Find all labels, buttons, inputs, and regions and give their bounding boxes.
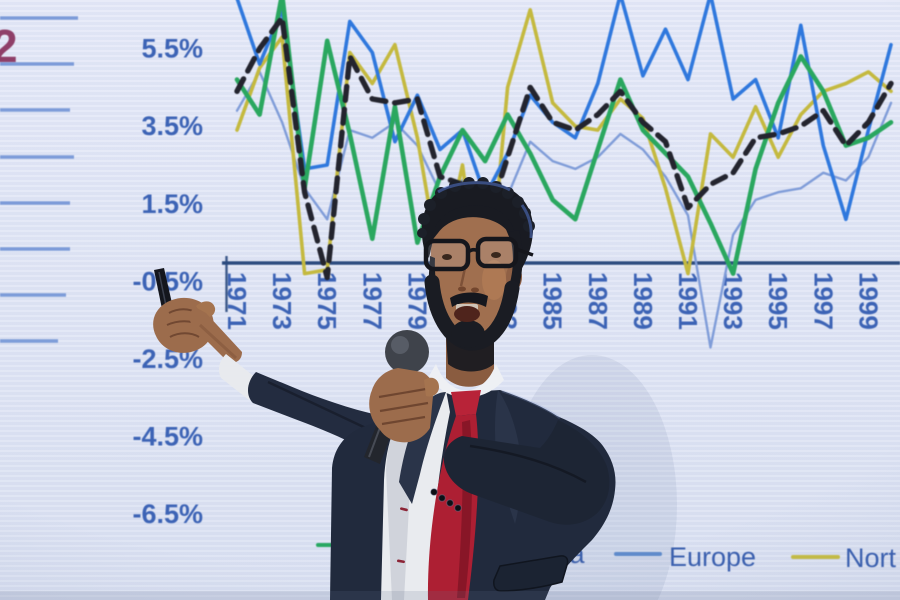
hair-blue-sheen xyxy=(437,181,533,239)
side-scale-ruler: 2 xyxy=(0,16,78,343)
microphone-foam-highlight xyxy=(391,336,409,354)
y-axis-tick-label: 1.5% xyxy=(141,189,203,219)
x-axis-year-labels: 1971197319751977197919811983198519871989… xyxy=(222,272,883,330)
chart-axes xyxy=(222,256,900,312)
x-axis-year-label: 1985 xyxy=(538,272,568,330)
legend-label-north-america: Nort xyxy=(845,543,897,573)
hair-curls xyxy=(417,177,535,238)
x-axis-year-label: 1975 xyxy=(312,272,342,330)
hair xyxy=(421,181,534,300)
presenter-figure xyxy=(153,177,616,600)
x-axis-year-label: 1997 xyxy=(808,272,838,330)
crossing-arm-fold xyxy=(469,444,587,484)
x-axis-year-label: 1993 xyxy=(718,272,748,330)
side-scale-label: 2 xyxy=(0,20,18,72)
y-axis-tick-label: -4.5% xyxy=(132,422,203,452)
raised-forearm xyxy=(189,307,242,363)
dress-shirt xyxy=(381,390,450,600)
series-line-asia xyxy=(234,0,894,276)
cheek-highlight xyxy=(482,260,506,300)
y-axis-tick-label: -6.5% xyxy=(132,499,203,529)
x-axis-year-label: 1991 xyxy=(673,272,703,330)
nostril-right xyxy=(471,287,479,293)
left-lapel xyxy=(399,392,446,504)
x-axis-year-label: 1999 xyxy=(853,272,883,330)
series-line-europe xyxy=(235,0,893,222)
y-axis-tick-label: 3.5% xyxy=(141,111,203,141)
buttonhole-top xyxy=(400,507,408,512)
x-axis-year-label: 1977 xyxy=(357,272,387,330)
buttonhole-bottom xyxy=(396,559,405,564)
series-line-world-dashed xyxy=(234,14,894,281)
raised-arm-sleeve-fold xyxy=(267,380,371,432)
x-axis-year-label: 1989 xyxy=(628,272,658,330)
legend-label-europe: Europe xyxy=(669,542,756,572)
line-chart: 2 5.5%3.5%1.5%-0.5%-2.5%-4.5%-6.5% 1971 1… xyxy=(0,0,900,573)
forearm-shadow xyxy=(198,323,238,360)
eye-right xyxy=(491,252,501,258)
eye-left xyxy=(442,254,452,260)
microphone-foam xyxy=(385,330,429,374)
sleeve-buttons xyxy=(430,488,462,512)
tie-knot xyxy=(451,390,481,416)
microphone-thumb xyxy=(424,377,439,397)
microphone-hand-finger-lines xyxy=(378,387,429,426)
mustache xyxy=(450,292,488,307)
shirt-cuff xyxy=(218,354,257,400)
y-axis-tick-labels: 5.5%3.5%1.5%-0.5%-2.5%-4.5%-6.5% xyxy=(132,34,203,530)
chin-goatee xyxy=(451,320,485,348)
beard-under-chin xyxy=(446,336,494,372)
nostril-left xyxy=(458,286,466,292)
x-axis-year-label: 1987 xyxy=(583,272,613,330)
series-line-light-blue-region xyxy=(235,70,893,349)
hair-fringe xyxy=(430,205,516,246)
x-axis-year-label: 1995 xyxy=(763,272,793,330)
chart-series-lines xyxy=(234,0,894,349)
open-mouth xyxy=(454,306,480,322)
shirt-collar xyxy=(429,364,504,398)
y-axis-tick-label: 5.5% xyxy=(141,34,203,64)
screen-bottom-edge xyxy=(0,591,900,600)
crossing-arm-sleeve xyxy=(443,420,610,525)
x-axis-year-label: 1973 xyxy=(267,272,297,330)
pocket-flap xyxy=(493,555,569,592)
